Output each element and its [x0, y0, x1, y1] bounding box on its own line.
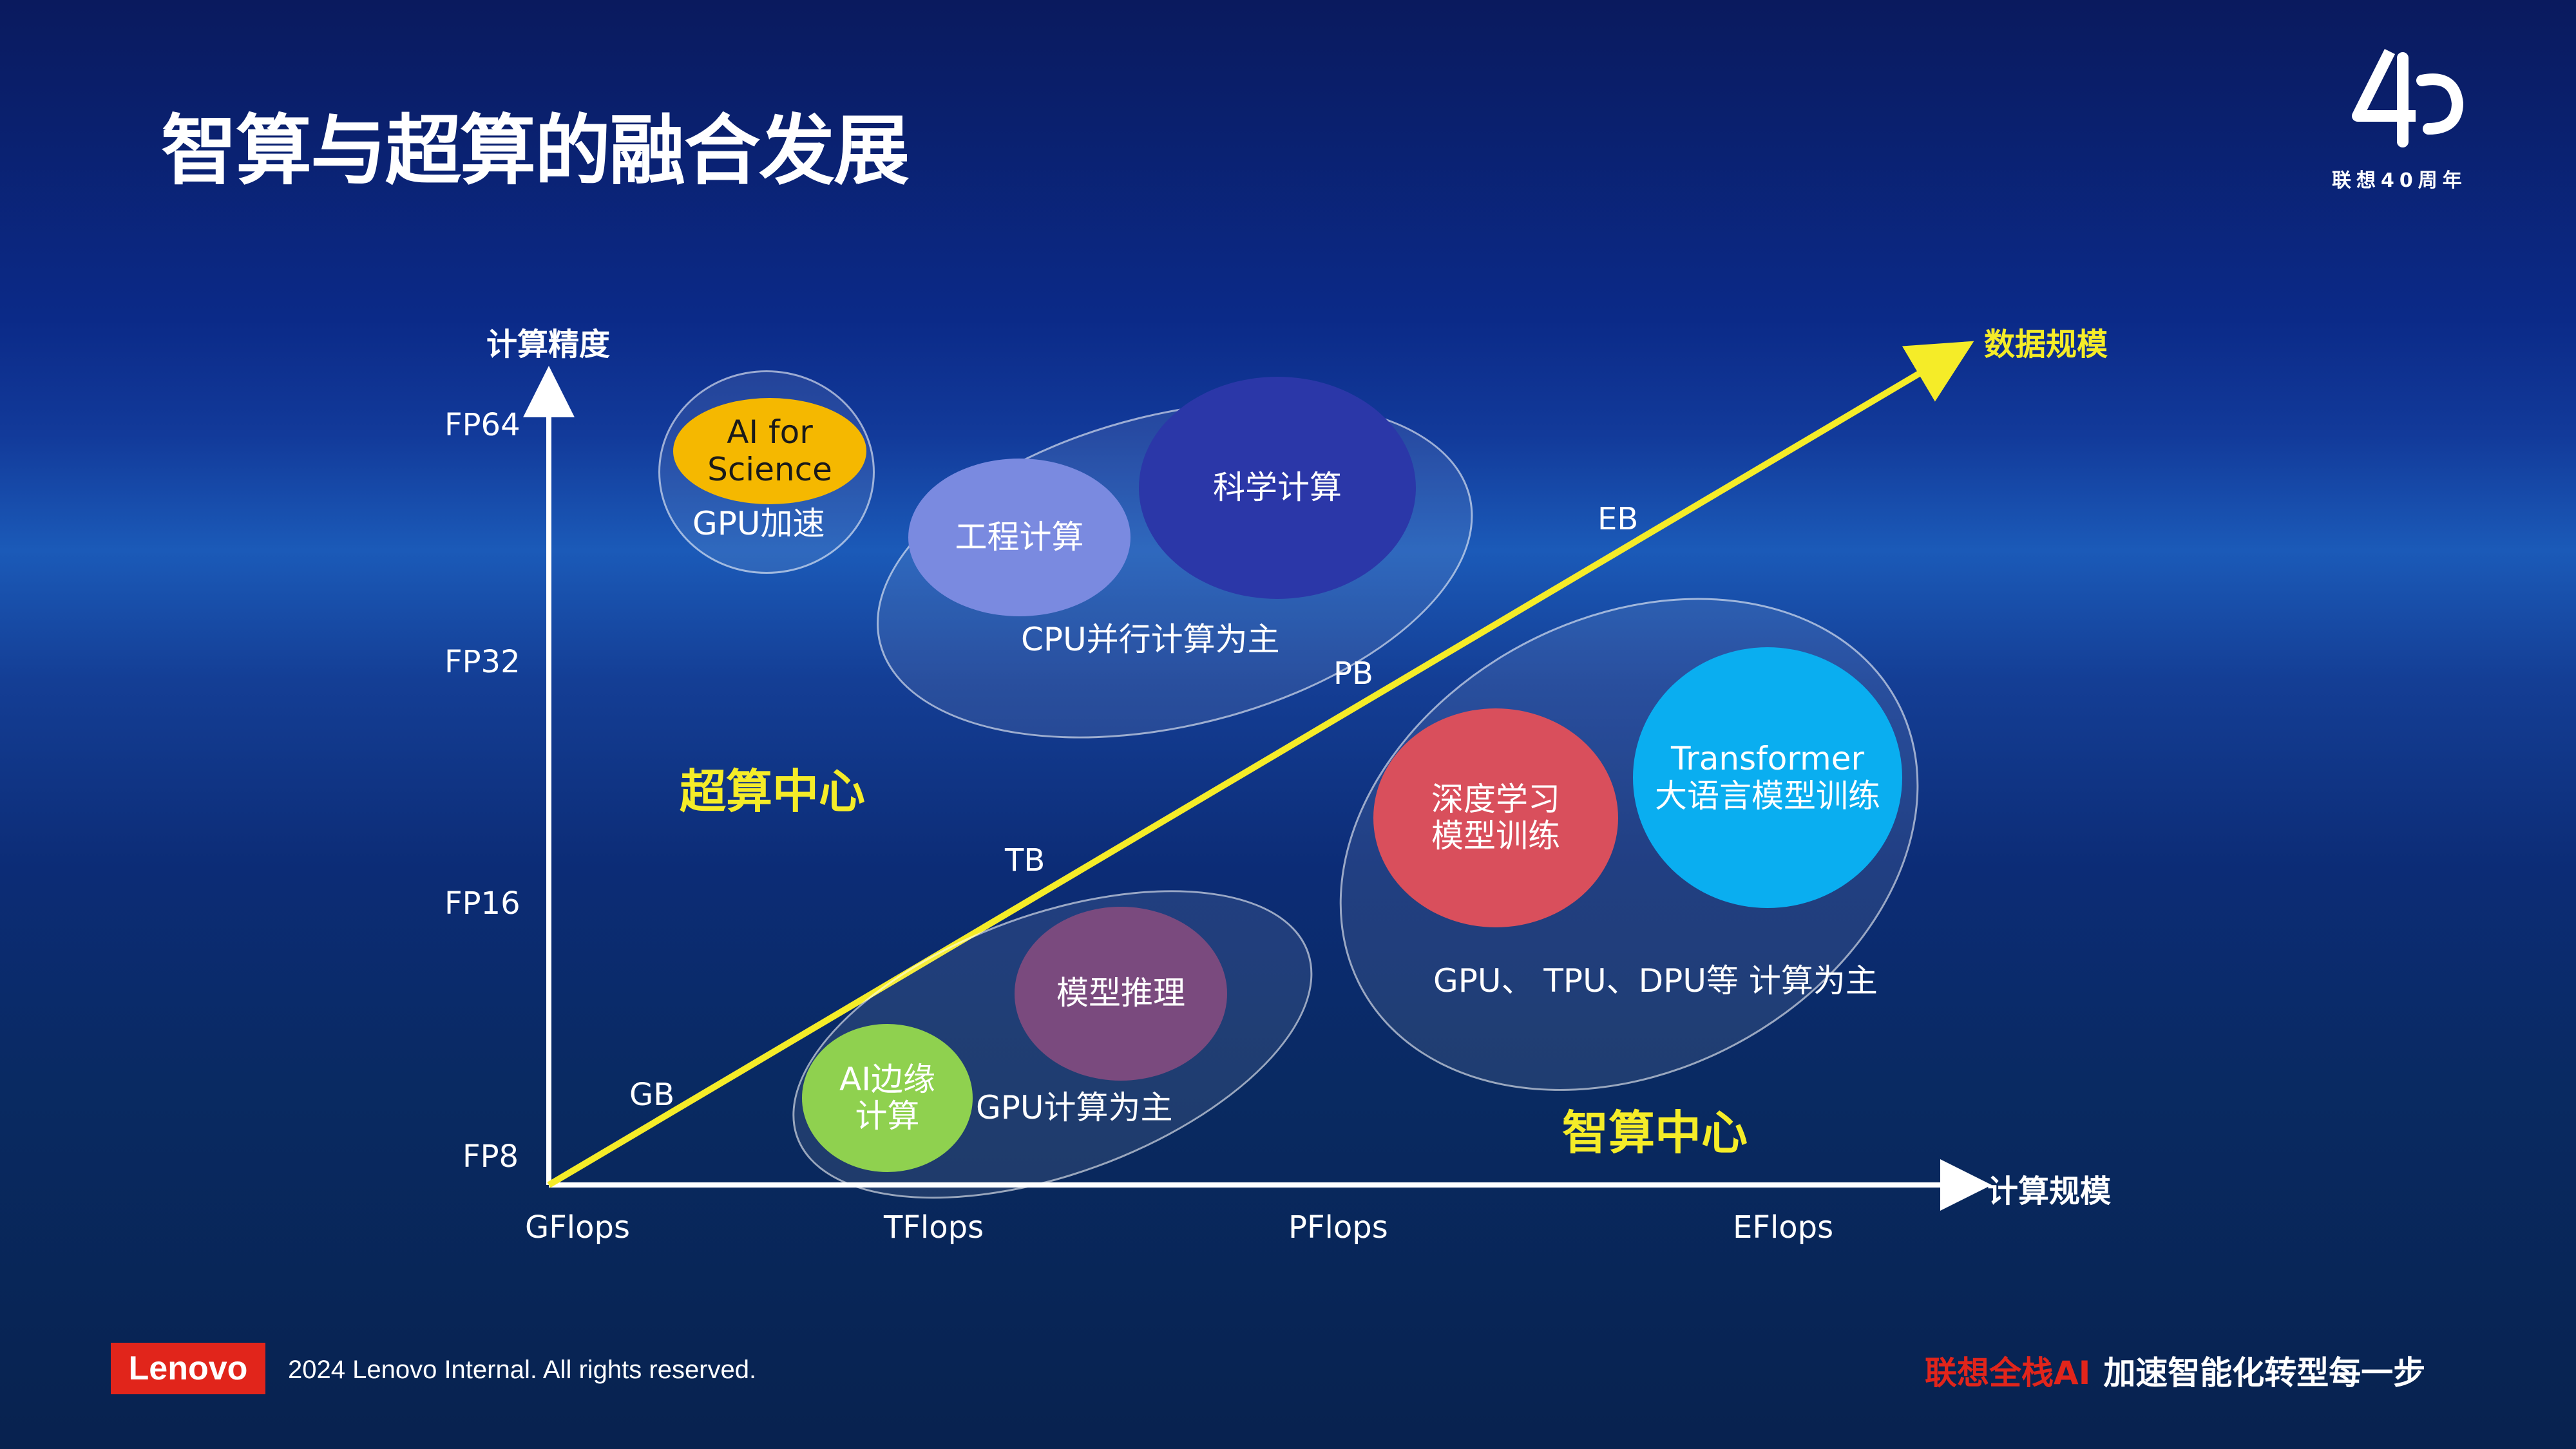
x-tick-pflops: PFlops [1288, 1209, 1388, 1245]
diag-tick-pb: PB [1333, 656, 1373, 692]
copyright-text: 2024 Lenovo Internal. All rights reserve… [288, 1356, 757, 1384]
slogan-red: 联想全栈AI [1925, 1354, 2091, 1392]
x-tick-eflops: EFlops [1733, 1209, 1834, 1245]
group-gpu-accel-label: GPU加速 [692, 505, 825, 542]
bubble-ai-edge-computing: AI边缘 计算 [802, 1024, 973, 1172]
diag-tick-gb: GB [629, 1077, 675, 1113]
y-tick-fp64: FP64 [444, 407, 520, 443]
group-gpu-compute-label: GPU计算为主 [976, 1089, 1173, 1126]
group-multi-chip-label: GPU、 TPU、DPU等 计算为主 [1433, 962, 1878, 999]
page-title: 智算与超算的融合发展 [161, 106, 910, 195]
data-scale-diagonal [547, 341, 1974, 1188]
diag-tick-tb: TB [1005, 842, 1045, 878]
y-tick-fp8: FP8 [463, 1139, 519, 1175]
x-tick-tflops: TFlops [884, 1209, 984, 1245]
bubble-deep-learning-training: 深度学习 模型训练 [1373, 708, 1618, 927]
x-axis-title: 计算规模 [1987, 1173, 2112, 1209]
anniversary-logo-text: 联想40周年 [2332, 169, 2467, 192]
y-tick-fp32: FP32 [444, 644, 520, 680]
bubble-ai-for-science: AI for Science [673, 398, 866, 504]
bubble-transformer-llm-training: Transformer 大语言模型训练 [1633, 647, 1902, 908]
bubble-model-inference: 模型推理 [1015, 907, 1227, 1081]
anniversary-logo [2345, 45, 2474, 161]
y-axis-title: 计算精度 [486, 327, 611, 363]
bubble-scientific-computing: 科学计算 [1139, 377, 1416, 599]
anniversary-logo-icon [2352, 48, 2464, 147]
diag-tick-eb: EB [1598, 501, 1639, 537]
diagonal-axis-title: 数据规模 [1984, 327, 2108, 363]
slogan-white: 加速智能化转型每一步 [2103, 1354, 2426, 1392]
group-cpu-parallel-label: CPU并行计算为主 [1021, 621, 1280, 658]
region-supercomputing-center: 超算中心 [680, 764, 866, 819]
bubble-engineering-computing: 工程计算 [908, 459, 1131, 616]
x-tick-gflops: GFlops [525, 1209, 630, 1245]
lenovo-logo: Lenovo [111, 1343, 265, 1394]
y-tick-fp16: FP16 [444, 886, 520, 922]
region-intelligent-computing-center: 智算中心 [1562, 1106, 1748, 1160]
slogan: 联想全栈AI 加速智能化转型每一步 [1925, 1347, 2425, 1394]
